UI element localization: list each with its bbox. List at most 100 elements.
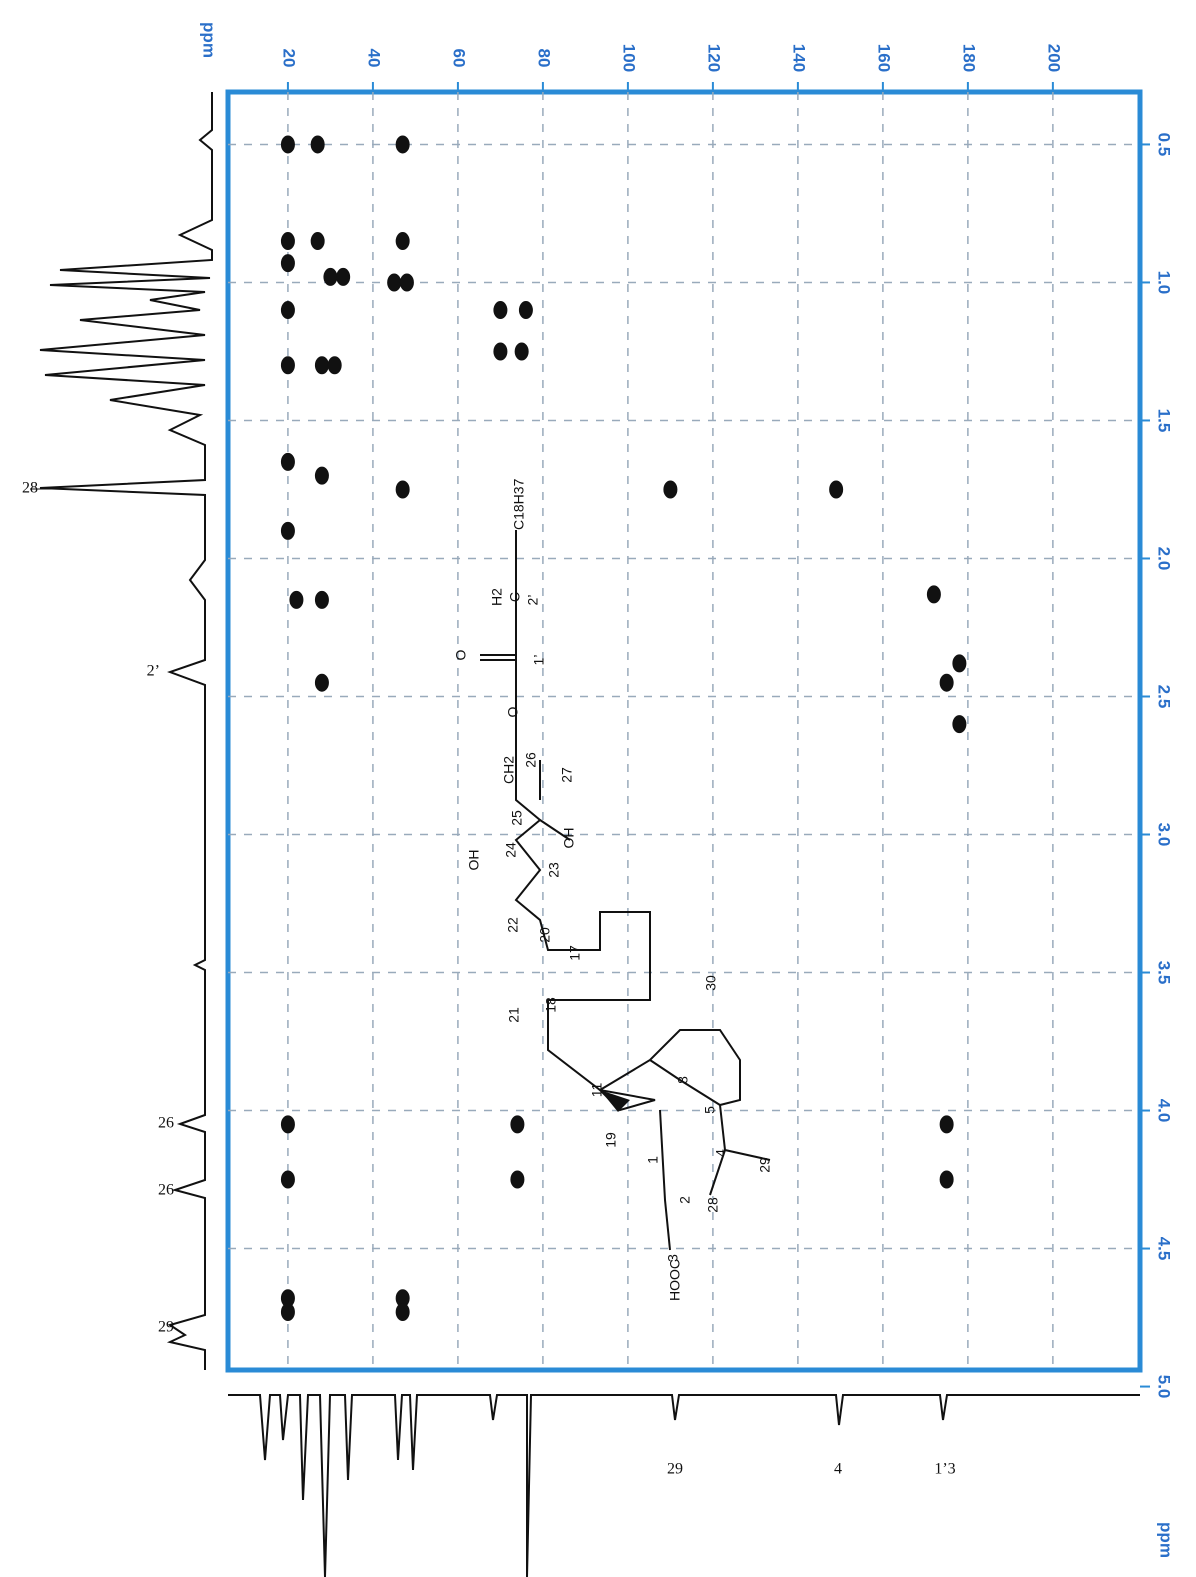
structure-label: 25: [509, 810, 525, 826]
proton-label: 26: [158, 1182, 174, 1199]
peaks: [280, 135, 967, 1322]
structure-label: C18H37: [511, 478, 527, 530]
carbon-label: 1’3: [934, 1461, 955, 1478]
peak: [280, 356, 295, 375]
carbon-label: 4: [834, 1461, 842, 1478]
peak: [310, 232, 325, 251]
peak: [514, 342, 529, 361]
x-tick-label: 80: [534, 49, 553, 68]
peak: [952, 715, 967, 734]
structure-label: 19: [603, 1132, 619, 1148]
peak: [280, 135, 295, 154]
y-tick-label: 2.0: [1155, 547, 1174, 571]
structure-label: 28: [705, 1197, 721, 1213]
peak: [336, 267, 351, 286]
peak: [395, 480, 410, 499]
grid: [228, 92, 1140, 1370]
structure-label: O: [505, 706, 521, 717]
peak: [395, 135, 410, 154]
peak: [939, 673, 954, 692]
peak: [280, 232, 295, 251]
peak: [310, 135, 325, 154]
structure-label: OH: [561, 828, 577, 849]
structure-label: 26: [523, 752, 539, 768]
y-tick-label: 4.0: [1155, 1099, 1174, 1123]
peak: [280, 301, 295, 320]
peak: [395, 1289, 410, 1308]
peak: [314, 356, 329, 375]
structure-label: 24: [503, 842, 519, 858]
peak: [280, 254, 295, 273]
peak: [314, 590, 329, 609]
structure-label: HOOC: [667, 1259, 683, 1301]
structure-label: 3: [665, 1254, 681, 1262]
structure-label: 22: [505, 917, 521, 933]
peak: [314, 673, 329, 692]
structure-label: O: [453, 649, 469, 660]
proton-label: 26: [158, 1115, 174, 1132]
structure-label: 29: [757, 1157, 773, 1173]
structure-label: 4: [713, 1149, 729, 1157]
y-tick-label: 3.5: [1155, 961, 1174, 985]
y-tick-label: 0.5: [1155, 133, 1174, 157]
y-tick-label: 4.5: [1155, 1237, 1174, 1261]
peak: [323, 267, 338, 286]
proton-label: 29: [158, 1319, 174, 1336]
x-tick-label: 160: [874, 44, 893, 72]
structure-label: 20: [537, 927, 553, 943]
y-tick-label: 5.0: [1155, 1375, 1174, 1399]
proton-trace: [39, 92, 213, 1370]
peak: [399, 273, 414, 292]
peak: [926, 585, 941, 604]
x-tick-label: 120: [704, 44, 723, 72]
peak: [518, 301, 533, 320]
proton-label: 28: [22, 480, 38, 497]
peak: [387, 273, 402, 292]
peak: [280, 1115, 295, 1134]
structure-label: 30: [703, 975, 719, 991]
peak: [939, 1170, 954, 1189]
x-tick-label: 20: [279, 49, 298, 68]
x-tick-label: 40: [364, 49, 383, 68]
x-tick-label: 100: [619, 44, 638, 72]
peak: [314, 466, 329, 485]
structure: [480, 530, 771, 1251]
y-tick-label: 2.5: [1155, 685, 1174, 709]
y-unit-label: ppm: [1157, 1522, 1176, 1558]
y-tick-label: 1.5: [1155, 409, 1174, 433]
peak: [280, 1289, 295, 1308]
peak: [327, 356, 342, 375]
peak: [395, 232, 410, 251]
peak: [493, 301, 508, 320]
structure-label: 17: [567, 945, 583, 961]
structure-label: H2: [489, 588, 505, 606]
structure-label: 1’: [531, 655, 547, 666]
structure-label: 2’: [525, 595, 541, 606]
carbon-trace: [228, 1394, 1140, 1577]
peak: [280, 1303, 295, 1322]
y-tick-label: 3.0: [1155, 823, 1174, 847]
carbon-label: 29: [667, 1461, 683, 1478]
structure-label: 18: [543, 997, 559, 1013]
structure-label: 5: [702, 1106, 718, 1114]
x-tick-label: 140: [789, 44, 808, 72]
peak: [939, 1115, 954, 1134]
structure-label: 1: [645, 1156, 661, 1164]
structure-label: C: [507, 592, 523, 602]
peak: [493, 342, 508, 361]
structure-label: 23: [546, 862, 562, 878]
y-tick-label: 1.0: [1155, 271, 1174, 295]
structure-label: 11: [589, 1083, 605, 1098]
x-tick-label: 60: [449, 49, 468, 68]
peak: [280, 452, 295, 471]
peak: [289, 590, 304, 609]
plot-frame: [225, 89, 1143, 1373]
peak: [280, 521, 295, 540]
structure-label: 21: [506, 1007, 522, 1023]
structure-label: 27: [559, 767, 575, 783]
structure-label: OH: [466, 850, 482, 871]
structure-label: CH2: [501, 756, 517, 784]
peak: [952, 654, 967, 673]
structure-label: 2: [677, 1196, 693, 1204]
